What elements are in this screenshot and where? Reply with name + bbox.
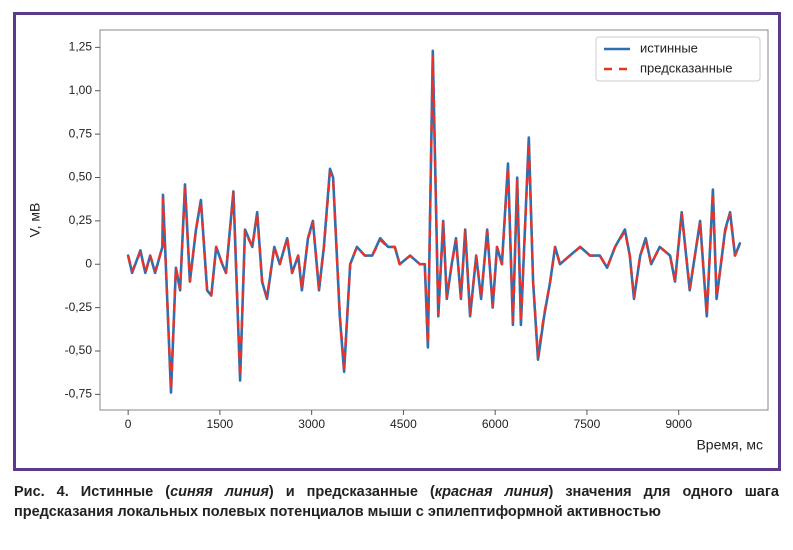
chart: V, мВ Время, мс -0,75 -0,50 -0,25 0 0,25 0,50… (13, 12, 781, 471)
x-tick-label: 7500 (574, 417, 601, 431)
caption-text: ) значения для одного шага предсказания … (14, 484, 779, 520)
y-tick-label: 0,75 (69, 126, 93, 140)
plot-area (99, 29, 769, 411)
x-tick-label: 9000 (665, 417, 692, 431)
frame (13, 12, 781, 471)
x-tick-label: 6000 (482, 417, 509, 431)
legend-box (595, 36, 761, 82)
y-tick-label: -0,75 (65, 387, 93, 401)
x-axis-label: Время, мс (696, 437, 763, 453)
caption-italic: синяя линия (170, 484, 269, 500)
x-tick-label: 3000 (298, 417, 325, 431)
y-tick-label: -0,50 (65, 343, 93, 357)
x-tick-label: 0 (125, 417, 132, 431)
caption: Рис. 4. Истинные (синяя линия) и предска… (14, 482, 779, 522)
legend-label: предсказанные (640, 60, 732, 75)
caption-italic: красная линия (434, 484, 549, 500)
caption-text: Рис. 4. Истинные ( (14, 484, 171, 500)
caption-text: ) и предсказанные ( (268, 484, 435, 500)
y-tick-label: 1,00 (69, 83, 93, 97)
x-tick-label: 1500 (207, 417, 234, 431)
series-line (126, 54, 742, 391)
x-tick-label: 4500 (390, 417, 417, 431)
legend-label: истинные (640, 40, 698, 55)
y-tick-label: 0 (85, 256, 92, 270)
y-tick-label: -0,25 (65, 300, 93, 314)
y-tick-label: 1,25 (69, 40, 93, 54)
y-axis-label: V, мВ (27, 203, 43, 238)
y-tick-label: 0,25 (69, 213, 93, 227)
y-tick-label: 0,50 (69, 170, 93, 184)
